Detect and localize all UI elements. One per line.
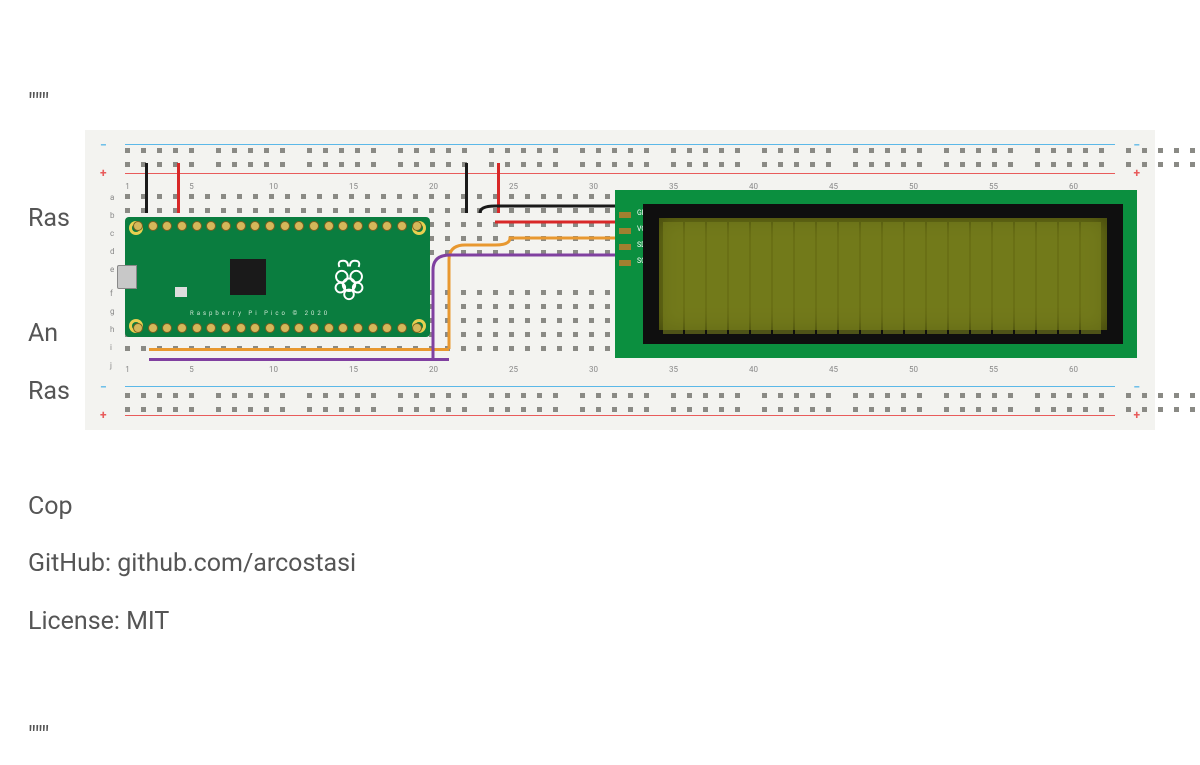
breadboard: − + − + − + − + 151015202530354045505560… <box>85 130 1155 430</box>
code-line: GitHub: github.com/arcostasi <box>28 535 356 593</box>
wire-scl <box>149 358 449 361</box>
rail-plus-label: + <box>1133 408 1140 422</box>
rail-negative-top <box>125 144 1115 145</box>
pico-pin-row-top <box>133 221 422 231</box>
rail-positive-bottom <box>125 415 1115 416</box>
rail-holes <box>125 393 1130 398</box>
rail-plus-label: + <box>100 166 107 180</box>
rail-minus-label: − <box>1133 138 1140 152</box>
code-line: Cop <box>28 478 356 536</box>
lcd-pin-sda: SDA <box>619 244 631 250</box>
rail-plus-label: + <box>1133 166 1140 180</box>
wire-gnd <box>465 163 468 213</box>
rail-holes <box>125 407 1130 412</box>
raspberry-pi-logo-icon <box>325 255 373 303</box>
rail-holes <box>125 162 1130 167</box>
pico-bootsel-button <box>175 287 187 297</box>
lcd-pin-gnd: GND <box>619 212 631 218</box>
lcd-pin-scl: SCL <box>619 260 631 266</box>
rail-plus-label: + <box>100 408 107 422</box>
row-labels-top: a b c d e <box>110 193 115 274</box>
rail-holes <box>125 148 1130 153</box>
pico-usb-port <box>117 265 137 289</box>
rail-negative-bottom <box>125 386 1115 387</box>
code-line: License: MIT <box>28 593 356 651</box>
rail-positive-top <box>125 173 1115 174</box>
raspberry-pi-pico: Raspberry Pi Pico © 2020 <box>125 217 430 337</box>
lcd-bezel <box>643 204 1123 344</box>
wire-vcc <box>497 163 500 213</box>
rail-minus-label: − <box>1133 380 1140 394</box>
wire-vcc <box>177 163 180 213</box>
lcd-pin-vcc: VCC <box>619 228 631 234</box>
rail-minus-label: − <box>100 138 107 152</box>
wire-gnd <box>145 163 148 213</box>
rail-minus-label: − <box>100 380 107 394</box>
column-numbers-bottom: 151015202530354045505560 <box>125 365 1130 374</box>
pico-pin-row-bottom <box>133 323 422 333</box>
lcd-screen <box>659 218 1107 330</box>
lcd-2004-module: GND VCC SDA SCL <box>615 190 1137 358</box>
lcd-i2c-pins: GND VCC SDA SCL <box>619 212 631 266</box>
wire-sda <box>149 348 449 351</box>
pico-rp2040-chip <box>230 259 266 295</box>
pico-board-label: Raspberry Pi Pico © 2020 <box>190 310 330 317</box>
code-line: """ <box>28 75 356 133</box>
row-labels-bottom: f g h i j <box>110 289 115 370</box>
code-line: """ <box>28 708 356 765</box>
